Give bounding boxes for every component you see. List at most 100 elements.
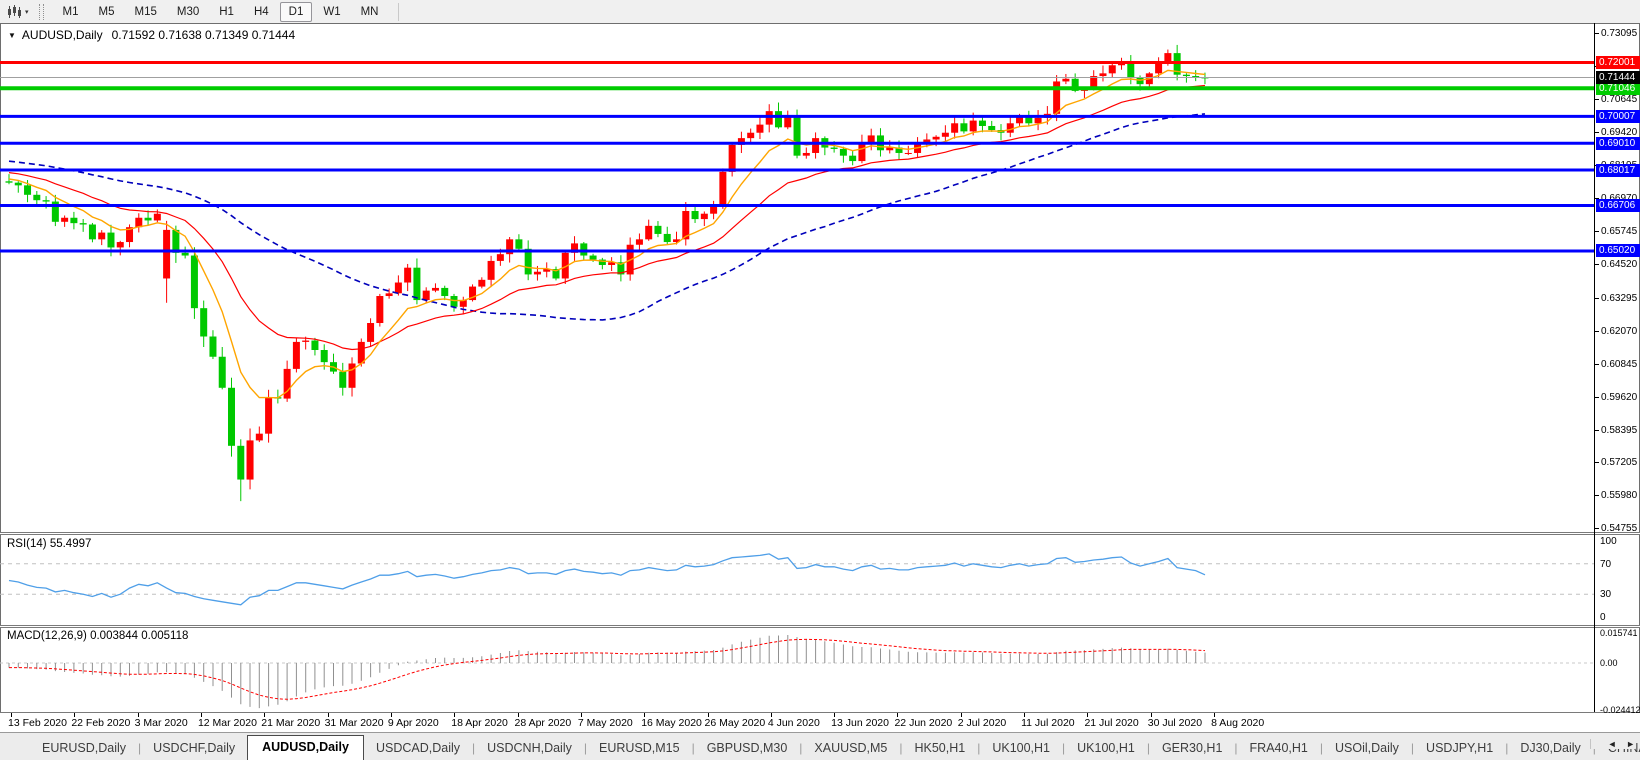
timeframe-button-h1[interactable]: H1	[219, 5, 234, 18]
date-label: 28 Apr 2020	[514, 717, 572, 729]
macd-axis-label: 0.00	[1600, 658, 1618, 668]
symbol-dropdown-icon[interactable]: ▼	[8, 31, 16, 40]
timeframe-button-w1[interactable]: W1	[323, 5, 341, 18]
chart-tab-hk50-h1[interactable]: HK50,H1	[914, 741, 966, 755]
price-line-label: 0.65020	[1596, 244, 1640, 258]
date-label: 21 Jul 2020	[1084, 717, 1139, 729]
date-tick-mark	[834, 713, 836, 717]
tab-separator: |	[1234, 741, 1238, 755]
tab-separator: |	[799, 741, 803, 755]
price-tick-label: 0.69420	[1601, 127, 1638, 139]
date-label: 18 Apr 2020	[451, 717, 508, 729]
date-tick-mark	[390, 713, 392, 717]
price-tick-mark	[1594, 363, 1599, 365]
price-line-label: 0.66706	[1596, 198, 1640, 212]
date-tick-mark	[644, 713, 646, 717]
date-label: 22 Jun 2020	[894, 717, 953, 729]
timeframe-button-m15[interactable]: M15	[134, 5, 157, 18]
tab-scroll-arrows: ◄ ►	[1589, 739, 1635, 749]
chart-tab-xauusd-m5[interactable]: XAUUSD,M5	[814, 741, 888, 755]
chart-tab-dj30-daily[interactable]: DJ30,Daily	[1520, 741, 1581, 755]
date-tick-mark	[1214, 713, 1216, 717]
rsi-axis-label: 70	[1600, 558, 1612, 570]
chart-tab-eurusd-daily[interactable]: EURUSD,Daily	[42, 741, 127, 755]
date-tick-mark	[200, 713, 202, 717]
timeframe-button-h4[interactable]: H4	[253, 5, 269, 18]
pane-splitter[interactable]	[0, 625, 1640, 628]
timeframe-button-m1[interactable]: M1	[62, 5, 79, 18]
price-tick-label: 0.65745	[1601, 226, 1638, 238]
ohlc-values: 0.71592 0.71638 0.71349 0.71444	[111, 28, 296, 42]
price-tick-label: 0.64520	[1601, 259, 1638, 271]
chart-tab-usdcad-daily[interactable]: USDCAD,Daily	[375, 741, 460, 755]
chart-symbol-period: AUDUSD,Daily	[21, 28, 103, 42]
date-label: 12 Mar 2020	[197, 717, 257, 729]
price-tick-mark	[1594, 396, 1599, 398]
pane-bottom-border	[0, 712, 1640, 713]
tab-separator: |	[1410, 741, 1415, 755]
timeframe-button-m30[interactable]: M30	[176, 5, 200, 18]
date-axis[interactable]: 13 Feb 2020 22 Feb 2020 3 Mar 2020 12 Mar 2…	[0, 713, 1640, 732]
timeframe-button-m5[interactable]: M5	[98, 5, 115, 18]
chart-tab-audusd-daily[interactable]: AUDUSD,Daily	[247, 735, 364, 760]
price-tick-label: 0.55980	[1601, 489, 1638, 501]
date-tick-mark	[1087, 713, 1089, 717]
timeframe-button-d1[interactable]: D1	[279, 1, 313, 22]
price-tick-mark	[1594, 231, 1599, 233]
date-tick-mark	[11, 713, 12, 717]
chart-tab-ger30-h1[interactable]: GER30,H1	[1161, 741, 1223, 755]
price-chart-pane[interactable]	[0, 26, 1594, 532]
rsi-axis-label: 100	[1600, 536, 1617, 547]
chart-tab-gbpusd-m30[interactable]: GBPUSD,M30	[706, 741, 788, 755]
date-tick-mark	[707, 713, 709, 717]
price-tick-label: 0.57205	[1601, 456, 1638, 468]
date-label: 13 Jun 2020	[831, 717, 889, 729]
timeframe-button-group: M1 M5 M15 M30 H1 H4 D1 W1 MN	[53, 1, 389, 22]
macd-axis-label: -0.024412	[1600, 704, 1640, 715]
timeframe-button-mn[interactable]: MN	[360, 5, 379, 18]
chart-tab-uk100-h1[interactable]: UK100,H1	[992, 741, 1051, 755]
rsi-axis-label: 30	[1600, 589, 1612, 601]
price-tick-mark	[1594, 528, 1599, 529]
tab-separator: |	[1505, 741, 1509, 755]
macd-pane[interactable]	[0, 628, 1594, 712]
chart-tab-bar: EURUSD,Daily | USDCHF,Daily AUDUSD,Daily USD…	[0, 732, 1640, 760]
price-tick-mark	[1594, 99, 1599, 101]
chevron-down-icon: ▾	[25, 8, 29, 16]
tab-separator: |	[899, 741, 903, 755]
chart-tab-fra40-h1[interactable]: FRA40,H1	[1249, 741, 1308, 755]
price-tick-mark	[1594, 132, 1599, 134]
chart-tab-usdcnh-daily[interactable]: USDCNH,Daily	[487, 741, 572, 755]
date-label: 4 Jun 2020	[767, 717, 820, 729]
pane-splitter[interactable]	[0, 532, 1640, 535]
rsi-axis-label: 0	[1600, 612, 1606, 623]
toolbar-grip-handle[interactable]	[38, 3, 44, 20]
chart-tab-usdjpy-h1[interactable]: USDJPY,H1	[1426, 741, 1494, 755]
toolbar-divider	[398, 2, 400, 21]
tab-separator: |	[977, 741, 981, 755]
macd-indicator-label: MACD(12,26,9) 0.003844 0.005118	[7, 630, 189, 642]
tab-scroll-left-icon[interactable]: ◄	[1607, 739, 1617, 749]
price-line-label: 0.71046	[1596, 81, 1640, 95]
price-tick-label: 0.70645	[1601, 94, 1638, 106]
price-tick-mark	[1594, 198, 1599, 200]
rsi-pane[interactable]	[0, 535, 1594, 625]
date-tick-mark	[1024, 713, 1026, 717]
price-tick-label: 0.59620	[1601, 391, 1638, 403]
date-tick-mark	[580, 713, 582, 717]
chart-tab-usoil-daily[interactable]: USOil,Daily	[1335, 741, 1399, 755]
date-tick-mark	[137, 713, 139, 717]
price-line-label: 0.72001	[1596, 56, 1640, 70]
candlestick-chart-icon	[8, 4, 21, 18]
chart-tab-uk100-h1[interactable]: UK100,H1	[1077, 741, 1135, 755]
tab-separator: |	[1319, 741, 1324, 755]
tab-scroll-right-icon[interactable]: ►	[1626, 739, 1635, 749]
chart-tab-eurusd-m15[interactable]: EURUSD,M15	[598, 741, 680, 755]
chart-tab-usdchf-daily[interactable]: USDCHF,Daily	[153, 741, 236, 755]
price-tick-label: 0.58395	[1601, 424, 1638, 436]
price-tick-label: 0.66970	[1601, 193, 1637, 204]
date-tick-mark	[960, 713, 962, 717]
price-tick-label: 0.62070	[1601, 325, 1638, 337]
chart-type-button[interactable]: ▾	[0, 2, 33, 22]
